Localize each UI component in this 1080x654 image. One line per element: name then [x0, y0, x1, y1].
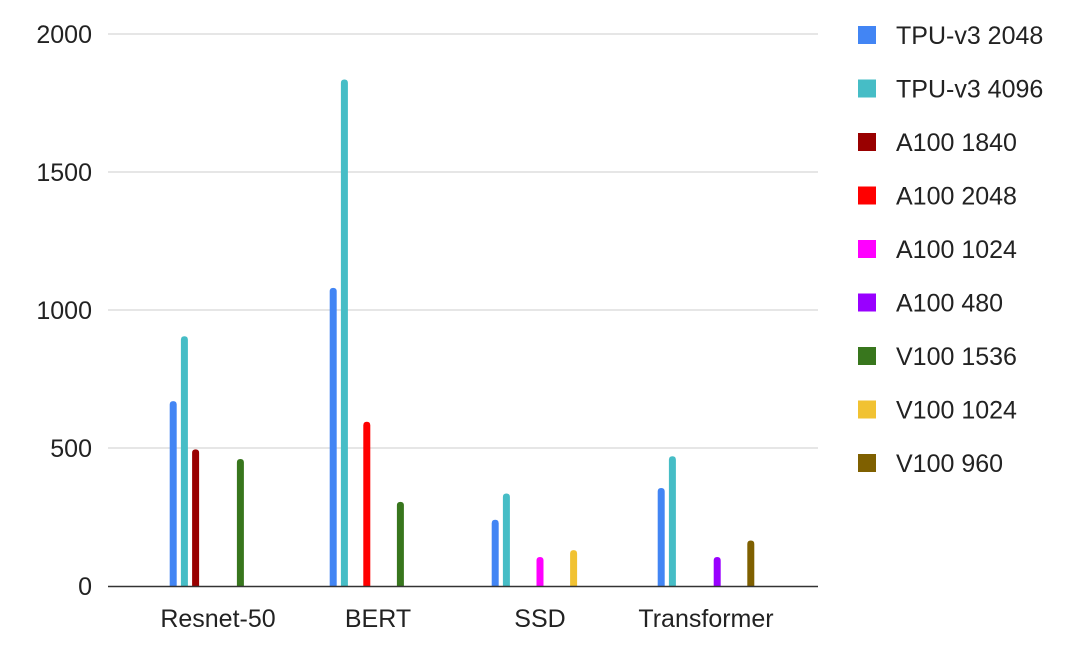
legend-item: V100 1536	[858, 343, 1017, 371]
x-category-label: Resnet-50	[160, 605, 275, 633]
bar-tpu-v3-2048-bert	[329, 287, 337, 586]
legend-label: V100 1536	[896, 343, 1017, 371]
bars	[169, 79, 755, 586]
y-tick-label: 0	[78, 573, 92, 601]
legend-item: TPU-v3 4096	[858, 76, 1043, 104]
legend-item: V100 960	[858, 450, 1003, 478]
bar-tpu-v3-4096-ssd	[502, 493, 510, 586]
y-axis-ticks: 0 500 1000 1500 2000	[36, 21, 92, 601]
bar-tpu-v3-2048-resnet-50	[169, 401, 177, 586]
bar-tpu-v3-4096-transformer	[668, 456, 676, 586]
legend-swatch	[858, 240, 876, 258]
bar-a100-480-transformer	[713, 557, 721, 586]
x-category-label: Transformer	[638, 605, 773, 633]
legend-label: V100 1024	[896, 397, 1017, 425]
bar-v100-960-transformer	[747, 540, 755, 586]
bar-tpu-v3-2048-transformer	[657, 488, 665, 586]
legend-label: TPU-v3 2048	[896, 22, 1043, 50]
legend-swatch	[858, 347, 876, 365]
legend-swatch	[858, 400, 876, 419]
legend-item: A100 2048	[858, 183, 1017, 211]
legend-item: TPU-v3 2048	[858, 22, 1043, 50]
y-tick-label: 1500	[36, 159, 92, 187]
bar-v100-1536-resnet-50	[236, 459, 244, 586]
bar-a100-1024-ssd	[536, 557, 544, 586]
legend-item: A100 480	[858, 290, 1003, 318]
bar-tpu-v3-4096-bert	[340, 79, 348, 586]
bar-tpu-v3-4096-resnet-50	[180, 336, 188, 586]
y-tick-label: 1000	[36, 297, 92, 325]
bar-v100-1536-bert	[396, 501, 404, 586]
legend-swatch	[858, 186, 876, 205]
bar-a100-1840-resnet-50	[192, 449, 200, 586]
legend-swatch	[858, 293, 876, 312]
y-tick-label: 2000	[36, 21, 92, 49]
legend-label: TPU-v3 4096	[896, 76, 1043, 104]
legend-swatch	[858, 133, 876, 151]
legend-item: A100 1024	[858, 236, 1017, 264]
legend-label: A100 1024	[896, 236, 1017, 264]
x-category-label: BERT	[345, 605, 411, 633]
legend-swatch	[858, 79, 876, 98]
x-axis-categories: Resnet-50 BERT SSD Transformer	[160, 605, 773, 633]
gridlines	[108, 33, 818, 449]
legend-item: A100 1840	[858, 129, 1017, 157]
bar-tpu-v3-2048-ssd	[491, 519, 499, 586]
legend-swatch	[858, 454, 876, 472]
bar-v100-1024-ssd	[570, 550, 578, 586]
legend: TPU-v3 2048 TPU-v3 4096 A100 1840 A100 2048…	[858, 22, 1043, 478]
legend-label: A100 1840	[896, 129, 1017, 157]
legend-label: V100 960	[896, 450, 1003, 478]
x-category-label: SSD	[514, 605, 565, 633]
legend-swatch	[858, 26, 876, 44]
y-tick-label: 500	[50, 435, 92, 463]
legend-item: V100 1024	[858, 397, 1017, 425]
legend-label: A100 480	[896, 290, 1003, 318]
legend-label: A100 2048	[896, 183, 1017, 211]
bar-a100-2048-bert	[363, 421, 371, 586]
